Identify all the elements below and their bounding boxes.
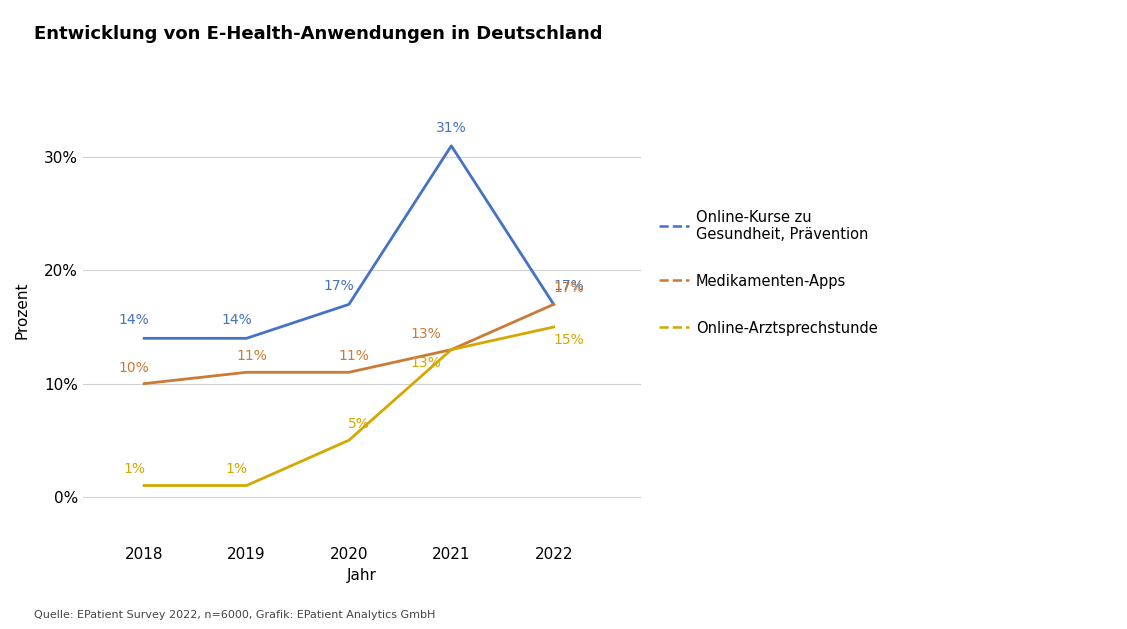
Text: Quelle: EPatient Survey 2022, n=6000, Grafik: EPatient Analytics GmbH: Quelle: EPatient Survey 2022, n=6000, Gr… [34,610,435,620]
Text: 1%: 1% [225,462,247,476]
Text: Entwicklung von E-Health-Anwendungen in Deutschland: Entwicklung von E-Health-Anwendungen in … [34,25,602,43]
Text: 17%: 17% [553,281,585,295]
Text: 13%: 13% [410,326,441,340]
Text: 10%: 10% [118,360,149,374]
Text: 14%: 14% [221,313,251,327]
Text: 11%: 11% [237,349,267,363]
Text: 11%: 11% [338,349,370,363]
Y-axis label: Prozent: Prozent [15,281,30,339]
X-axis label: Jahr: Jahr [347,567,376,582]
Text: 31%: 31% [436,121,467,135]
Text: 13%: 13% [410,356,441,370]
Text: 14%: 14% [118,313,149,327]
Text: 5%: 5% [348,417,370,431]
Text: 1%: 1% [123,462,145,476]
Text: 15%: 15% [553,333,585,347]
Text: 17%: 17% [323,279,354,293]
Legend: Online-Kurse zu
Gesundheit, Prävention, Medikamenten-Apps, Online-Arztsprechstun: Online-Kurse zu Gesundheit, Prävention, … [654,204,884,342]
Text: 17%: 17% [553,279,585,293]
